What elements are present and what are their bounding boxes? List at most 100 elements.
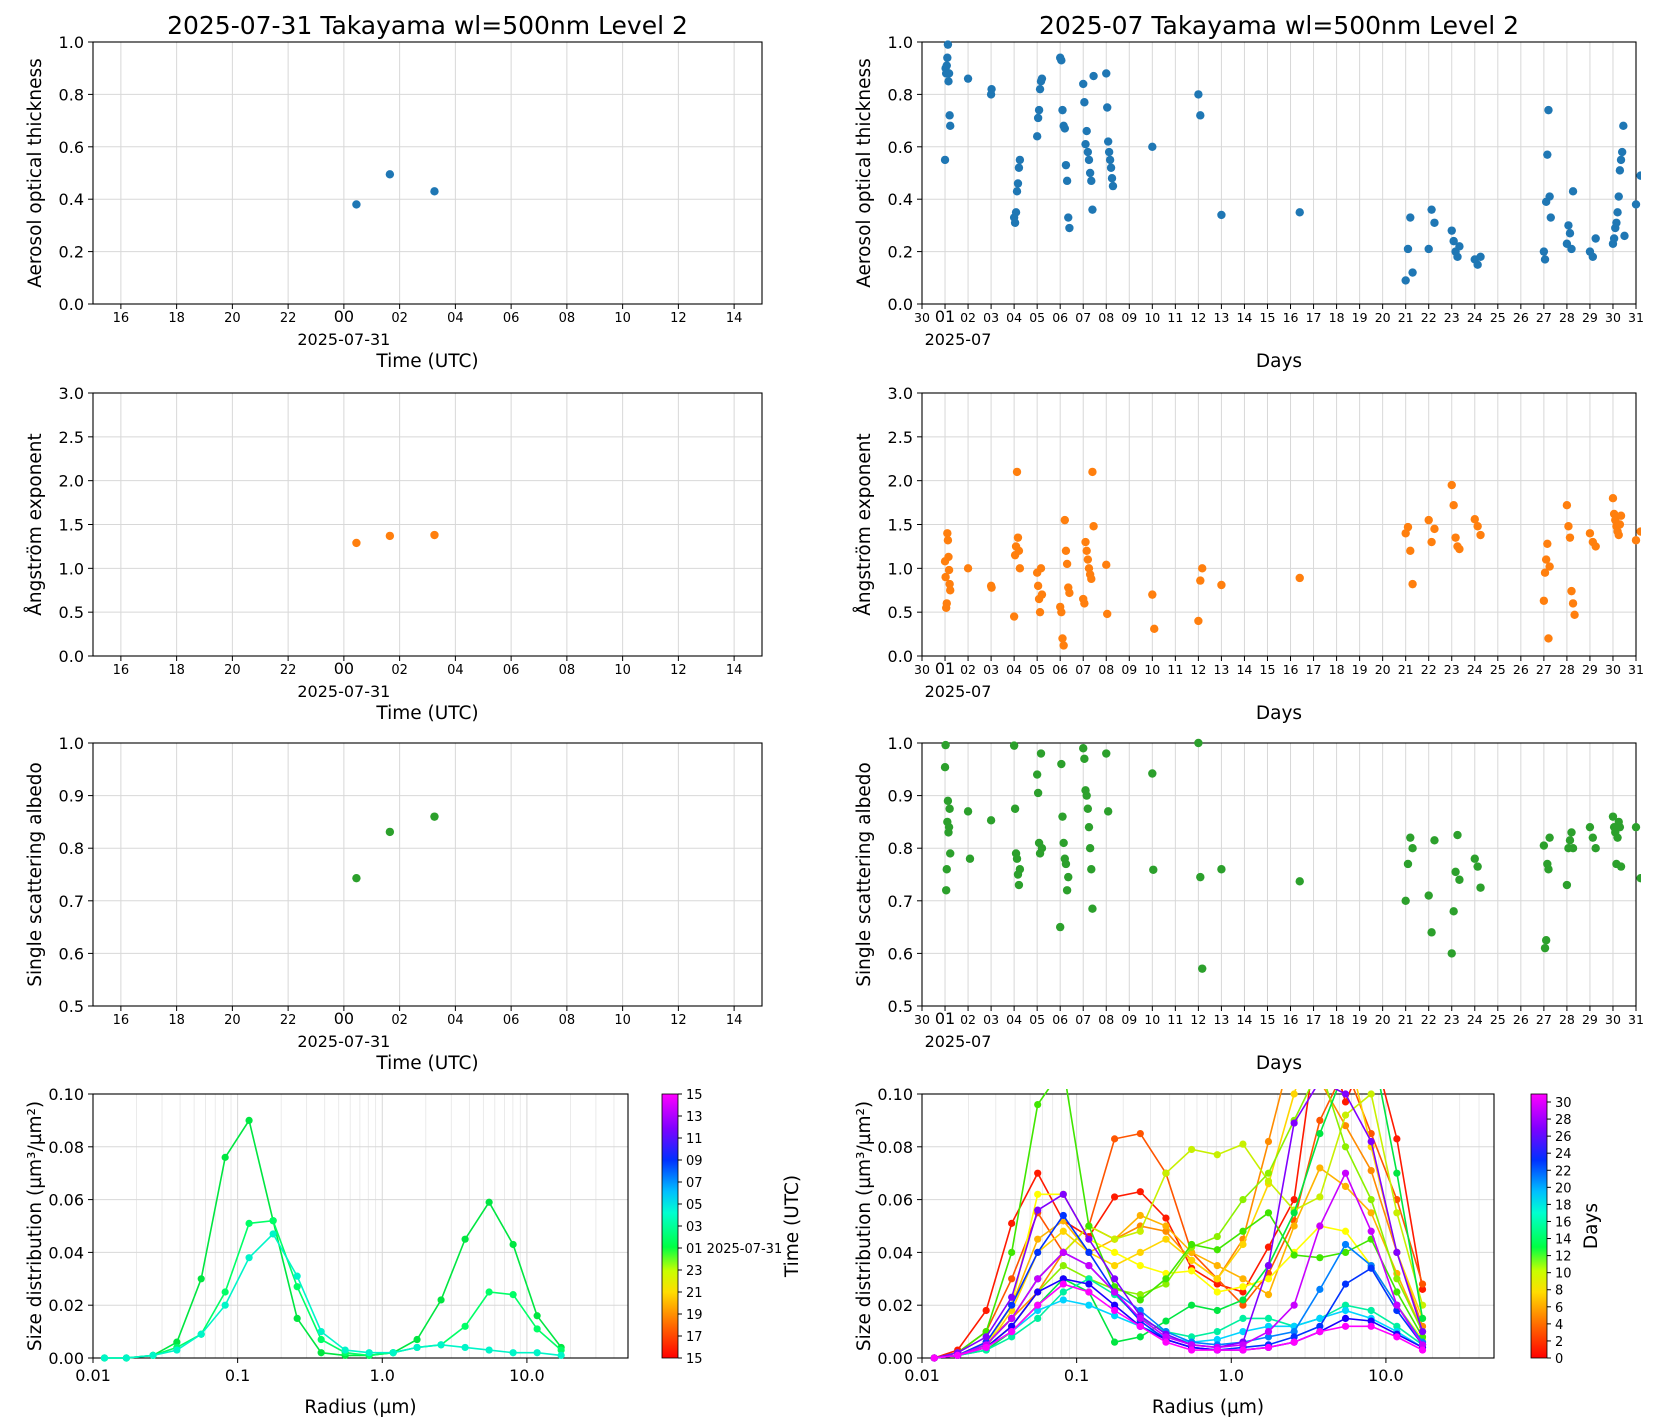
- data-point: [1059, 641, 1068, 650]
- data-point: [1539, 596, 1549, 605]
- data-point: [1612, 218, 1621, 227]
- data-point: [1427, 928, 1436, 937]
- data-point: [1148, 769, 1157, 778]
- data-point: [1544, 634, 1553, 643]
- x-tick-label: 00: [334, 1009, 354, 1028]
- x-tick-label: 04: [447, 311, 464, 326]
- data-point: [1544, 865, 1553, 874]
- series-point: [1341, 1314, 1350, 1322]
- x-tick-label: 02: [391, 311, 408, 326]
- series-point: [1264, 1262, 1273, 1270]
- series-point: [1367, 1317, 1375, 1325]
- data-point: [1455, 875, 1464, 884]
- series-point: [1034, 1314, 1042, 1322]
- data-point: [943, 796, 953, 806]
- x-tick-label: 22: [280, 663, 297, 678]
- series-point: [1316, 1328, 1324, 1336]
- panel-ssa-day: 16 18 20 22 00 02 04 06 08 10 12 14 0.5 0.6 0.7 0.8 0.9 1…: [25, 734, 763, 1074]
- series-point: [1393, 1135, 1401, 1143]
- data-point: [1015, 564, 1025, 573]
- series-point: [1239, 1341, 1247, 1349]
- data-point: [1087, 176, 1096, 186]
- data-point: [1062, 176, 1072, 186]
- series-point: [1393, 1288, 1401, 1296]
- data-point: [1591, 844, 1600, 853]
- series-point: [1341, 1301, 1350, 1309]
- data-point: [1545, 833, 1554, 842]
- series-point: [197, 1275, 205, 1283]
- data-point: [1106, 163, 1116, 172]
- x-tick-label: 17: [1306, 1012, 1322, 1027]
- y-tick-label: 0.5: [888, 997, 913, 1016]
- x-tick-label: 16: [1283, 662, 1299, 677]
- series-point: [1059, 1275, 1067, 1283]
- data-point: [943, 529, 952, 538]
- data-point: [1544, 105, 1553, 115]
- series-point: [1367, 1264, 1375, 1272]
- x-tick-label: 22: [280, 311, 297, 326]
- data-point: [945, 804, 954, 813]
- x-tick-label: 20: [224, 663, 241, 678]
- data-point: [945, 579, 954, 589]
- series-point: [1367, 1196, 1375, 1204]
- data-point: [1403, 244, 1413, 254]
- data-point: [1010, 804, 1020, 813]
- series-point: [1034, 1288, 1042, 1296]
- series-point: [1239, 1301, 1247, 1309]
- data-point: [1568, 187, 1578, 196]
- x-tick-label: 28: [1559, 1012, 1575, 1027]
- x-tick-label: 05: [1029, 662, 1045, 677]
- grid: [93, 742, 762, 1007]
- x-tick-label: 28: [1559, 662, 1575, 677]
- data-point: [1013, 533, 1023, 542]
- series-point: [437, 1296, 445, 1304]
- series-point: [1188, 1267, 1196, 1275]
- data-point: [1104, 147, 1114, 157]
- x-tick-label: 04: [447, 1013, 464, 1028]
- data-point: [1545, 562, 1554, 571]
- series-line: [934, 1089, 1424, 1359]
- series-point: [1085, 1235, 1093, 1243]
- series-point: [1418, 1314, 1427, 1322]
- x-tick-label: 20: [224, 311, 241, 326]
- data-point: [1102, 560, 1111, 570]
- series-point: [533, 1349, 541, 1357]
- y-tick-label: 2.5: [888, 428, 913, 447]
- series-point: [1162, 1227, 1170, 1235]
- series-point: [1239, 1283, 1247, 1291]
- x-tick-label: 30: [914, 662, 930, 677]
- x-axis-label: Days: [1256, 1053, 1302, 1074]
- y-tick-label: 0.9: [59, 787, 84, 806]
- series-point: [1264, 1343, 1273, 1352]
- series-point: [1264, 1314, 1273, 1322]
- series-line: [104, 1232, 562, 1359]
- series-point: [509, 1349, 517, 1357]
- x-tick-label: 02: [960, 1012, 976, 1027]
- series-point: [1290, 1251, 1298, 1259]
- data-point: [1103, 137, 1113, 146]
- x-tick-label: 31: [1628, 662, 1644, 677]
- data-point: [1033, 581, 1043, 591]
- data-marks: [352, 530, 439, 548]
- x-tick-label: 20: [1375, 662, 1391, 677]
- series-point: [365, 1349, 373, 1357]
- series-point: [1264, 1169, 1273, 1177]
- x-tick-label: 19: [1352, 662, 1368, 677]
- x-tick-sublabel: 2025-07-31: [297, 1032, 390, 1051]
- series-point: [1341, 1169, 1350, 1177]
- data-point: [1062, 886, 1072, 895]
- series-point: [1162, 1275, 1170, 1283]
- series-point: [1418, 1346, 1427, 1354]
- series-point: [1034, 1169, 1042, 1177]
- x-tick-label: 22: [280, 1013, 297, 1028]
- series-point: [1341, 1280, 1350, 1288]
- data-point: [1081, 139, 1090, 149]
- series-point: [1136, 1188, 1144, 1196]
- series-point: [1034, 1235, 1042, 1243]
- y-tick-label: 0.0: [59, 647, 84, 666]
- series-point: [1111, 1312, 1119, 1320]
- x-tick-label: 08: [559, 311, 576, 326]
- data-point: [1198, 964, 1207, 973]
- series-point: [1085, 1262, 1093, 1270]
- series-point: [1085, 1280, 1093, 1288]
